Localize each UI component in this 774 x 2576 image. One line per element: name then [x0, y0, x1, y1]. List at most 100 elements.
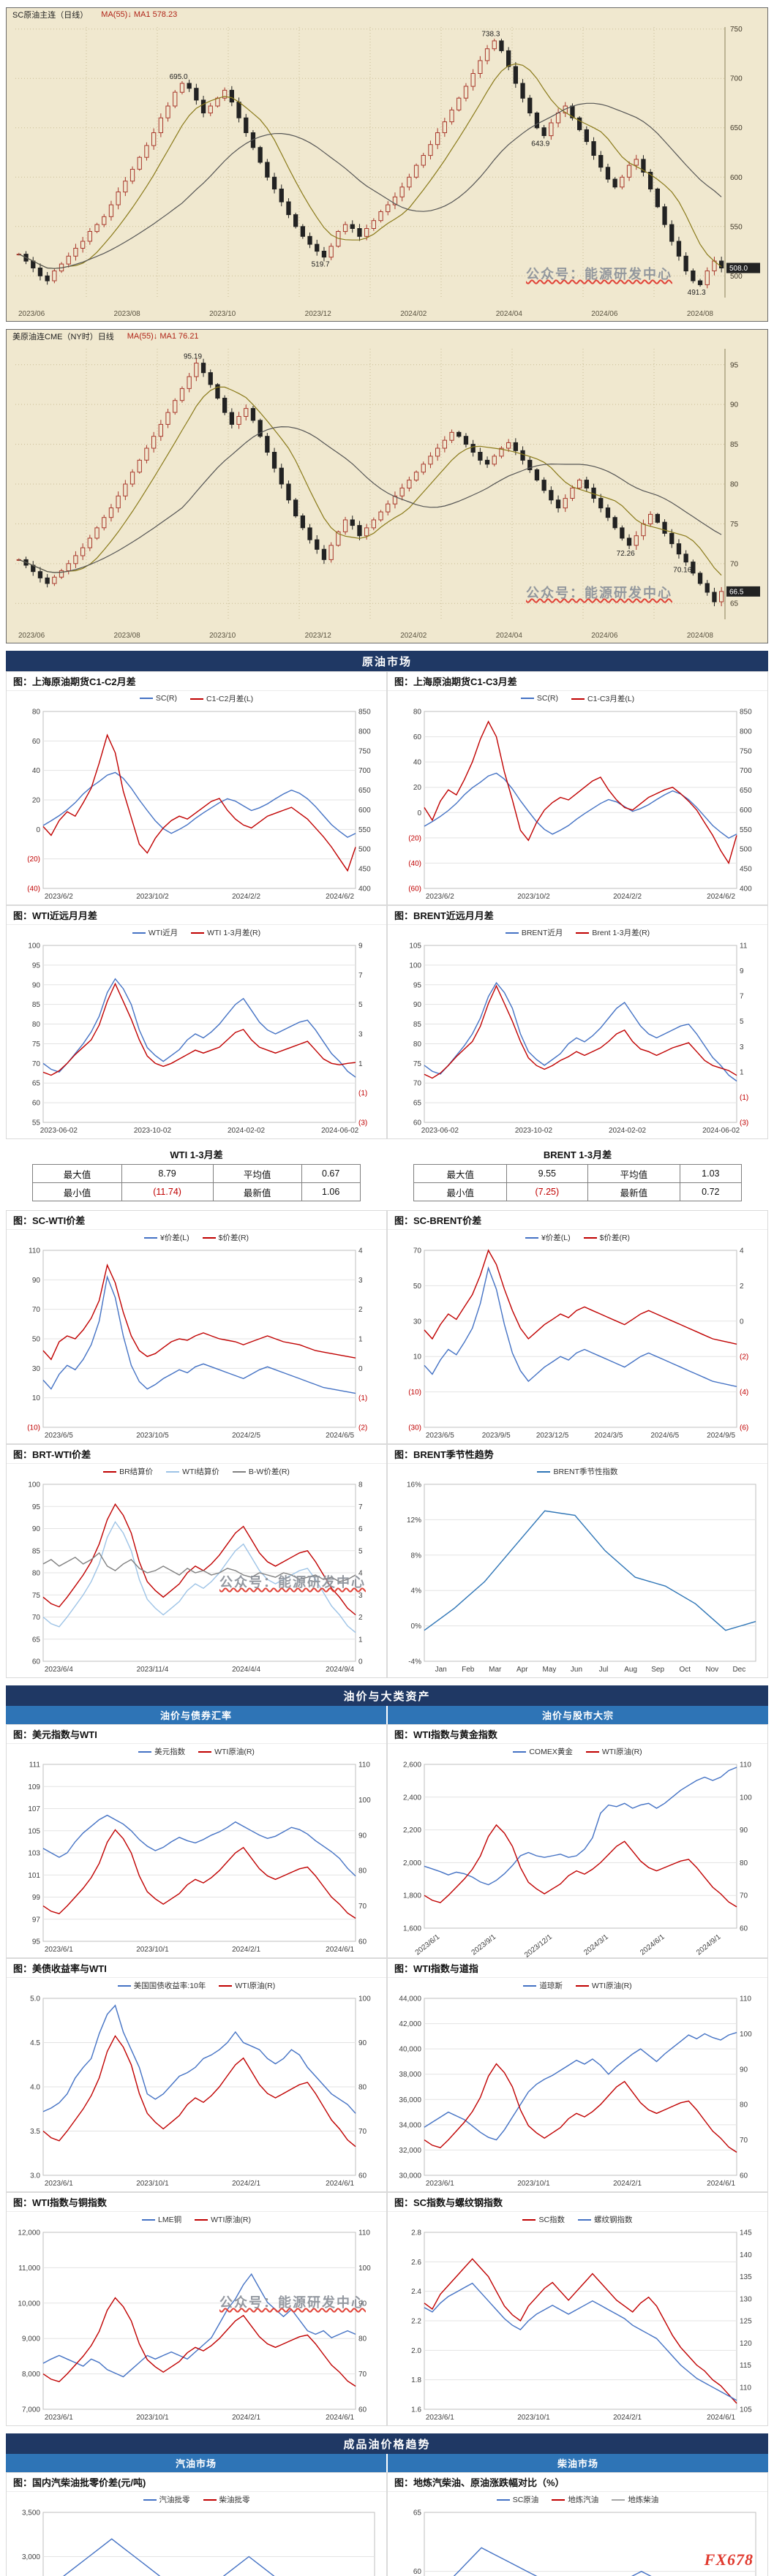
svg-text:105: 105	[28, 1827, 40, 1835]
svg-text:9: 9	[358, 943, 363, 951]
svg-text:2023-10-02: 2023-10-02	[515, 1127, 553, 1135]
svg-text:2,200: 2,200	[403, 1827, 421, 1835]
section-header-crude-market: 原油市场	[6, 651, 768, 671]
svg-text:2.0: 2.0	[411, 2347, 421, 2355]
svg-text:65: 65	[413, 2509, 422, 2518]
stats-cell: 最大值	[32, 1164, 122, 1183]
svg-text:30: 30	[413, 1318, 422, 1326]
chart-cell: 图：BRT-WTI价差 BR结算价 WTI结算价 B-W价差(R) 100 95 90 8…	[6, 1444, 387, 1678]
svg-text:10: 10	[413, 1353, 422, 1361]
date-label: 2024/08	[686, 632, 713, 640]
svg-text:95: 95	[32, 1938, 41, 1946]
candlestick-canvas: 750 700 650 600 550 500 695.0 738.3 519.7 643.9 49…	[15, 26, 760, 298]
svg-text:115: 115	[740, 2362, 751, 2370]
svg-text:10: 10	[32, 1394, 41, 1402]
subsection-bonds-fx: 油价与债券汇率	[6, 1706, 388, 1724]
date-label: 2023/10	[209, 310, 236, 318]
svg-text:75: 75	[730, 521, 739, 529]
svg-text:0: 0	[740, 1318, 744, 1326]
svg-text:65: 65	[413, 1100, 422, 1108]
chart-legend: COMEX黄金 WTI原油(R)	[388, 1744, 767, 1759]
svg-text:2024/6/1: 2024/6/1	[707, 2414, 735, 2422]
chart-cell: 图：上海原油期货C1-C2月差 SC(R) C1-C2月差(L) 80 60 40 20…	[6, 671, 387, 905]
svg-text:2023-10-02: 2023-10-02	[134, 1127, 172, 1135]
svg-text:(3): (3)	[740, 1119, 748, 1128]
svg-text:32,000: 32,000	[399, 2147, 421, 2155]
legend-item: SC原油	[496, 2494, 538, 2505]
svg-text:2023/6/1: 2023/6/1	[414, 1933, 442, 1957]
spread-stats-row: WTI 1-3月差 最大值 8.79 平均值 0.67 最小值 (11.74) 最新值 1.06…	[6, 1139, 768, 1210]
svg-text:100: 100	[409, 962, 421, 970]
chart-row: 图：美元指数与WTI 美元指数 WTI原油(R) 111 109 107 105 103 1…	[6, 1724, 768, 1960]
svg-text:97: 97	[32, 1916, 41, 1924]
svg-text:2024/6/1: 2024/6/1	[326, 1946, 354, 1954]
svg-text:90: 90	[32, 1277, 41, 1285]
date-label: 2023/12	[304, 632, 331, 640]
date-label: 2023/08	[113, 632, 140, 640]
chart-cell: 图：BRENT季节性趋势 BRENT季节性指数 16% 12% 8% 4% 0% -4% J…	[387, 1444, 768, 1678]
svg-text:2023/10/2: 2023/10/2	[136, 893, 169, 901]
svg-text:4: 4	[358, 1247, 363, 1255]
svg-text:7,000: 7,000	[22, 2406, 40, 2414]
chart-legend: SC指数 螺纹钢指数	[388, 2212, 767, 2226]
svg-text:750: 750	[740, 747, 752, 755]
svg-text:100: 100	[740, 1794, 752, 1802]
legend-item: WTI结算价	[166, 1466, 219, 1477]
svg-text:85: 85	[32, 1547, 41, 1555]
svg-text:4.0: 4.0	[30, 2084, 40, 2092]
chart-canvas: 5.0 4.5 4.0 3.5 3.0 100 90 80 70 60 2023/6/1 2023/1…	[30, 1995, 371, 2188]
svg-text:110: 110	[358, 2229, 370, 2237]
svg-text:508.0: 508.0	[729, 265, 748, 273]
svg-text:95: 95	[32, 1503, 41, 1511]
svg-text:800: 800	[740, 728, 752, 736]
svg-text:60: 60	[32, 1100, 41, 1108]
fx678-logo: FX678	[704, 2550, 754, 2569]
candle-ma-label: MA(55)↓ MA1 76.21	[127, 332, 199, 341]
chart-cell: 图：BRENT近远月月差 BRENT近月 Brent 1-3月差(R) 105 10…	[387, 905, 768, 1139]
svg-text:May: May	[542, 1666, 556, 1674]
svg-text:2023/10/1: 2023/10/1	[136, 1946, 169, 1954]
svg-text:1.8: 1.8	[411, 2376, 421, 2384]
svg-text:95.19: 95.19	[184, 353, 202, 361]
chart-legend: BRENT季节性指数	[388, 1464, 767, 1478]
watermark: 公众号：能源研发中心	[219, 1575, 366, 1590]
chart-legend: SC(R) C1-C2月差(L)	[7, 691, 386, 706]
svg-text:70: 70	[413, 1247, 422, 1255]
svg-text:1: 1	[358, 1636, 363, 1644]
svg-text:95: 95	[413, 981, 422, 989]
svg-text:4%: 4%	[411, 1587, 422, 1595]
watermark: 公众号：能源研发中心	[219, 2295, 366, 2310]
stats-cell: 平均值	[212, 1164, 302, 1183]
chart-cell: 图：WTI近远月月差 WTI近月 WTI 1-3月差(R) 100 95 90 85 80…	[6, 905, 387, 1139]
legend-item: C1-C2月差(L)	[189, 693, 253, 704]
svg-text:70.16: 70.16	[673, 567, 691, 575]
candlestick-panel-us-crude: 美原油连CME（NY时）日线 MA(55)↓ MA1 76.21 95 90 85 8…	[6, 329, 768, 643]
chart-row: 图：WTI指数与铜指数 LME铜 WTI原油(R) 12,000 11,000 10,…	[6, 2192, 768, 2426]
stats-cell: 0.67	[301, 1164, 361, 1183]
svg-text:800: 800	[358, 728, 371, 736]
svg-text:550: 550	[730, 223, 743, 231]
svg-text:80: 80	[32, 1021, 41, 1029]
chart-title: 图：WTI近远月月差	[7, 906, 386, 925]
svg-text:10,000: 10,000	[18, 2300, 40, 2308]
chart-canvas: 111 109 107 105 103 101 99 97 95 110 100 90 80 70 60 20…	[28, 1761, 371, 1954]
svg-text:2023/6/1: 2023/6/1	[426, 2180, 454, 2188]
svg-text:5: 5	[358, 1547, 363, 1555]
subsection-gasoline: 汽油市场	[6, 2454, 388, 2472]
svg-text:38,000: 38,000	[399, 2071, 421, 2079]
svg-text:90: 90	[730, 401, 739, 409]
svg-text:(1): (1)	[740, 1094, 748, 1102]
svg-text:70: 70	[358, 2128, 367, 2136]
chart-title: 图：上海原油期货C1-C2月差	[7, 672, 386, 691]
svg-text:2023/6/2: 2023/6/2	[45, 893, 73, 901]
svg-text:11,000: 11,000	[18, 2265, 40, 2273]
legend-item: WTI原油(R)	[195, 2214, 251, 2225]
svg-text:2024/6/1: 2024/6/1	[326, 2414, 354, 2422]
chart-legend: LME铜 WTI原油(R)	[7, 2212, 386, 2226]
date-label: 2023/06	[18, 310, 45, 318]
svg-text:2: 2	[740, 1283, 744, 1291]
svg-text:2024/3/1: 2024/3/1	[582, 1933, 610, 1957]
date-label: 2024/06	[591, 310, 618, 318]
svg-text:2023/12/1: 2023/12/1	[523, 1933, 554, 1957]
